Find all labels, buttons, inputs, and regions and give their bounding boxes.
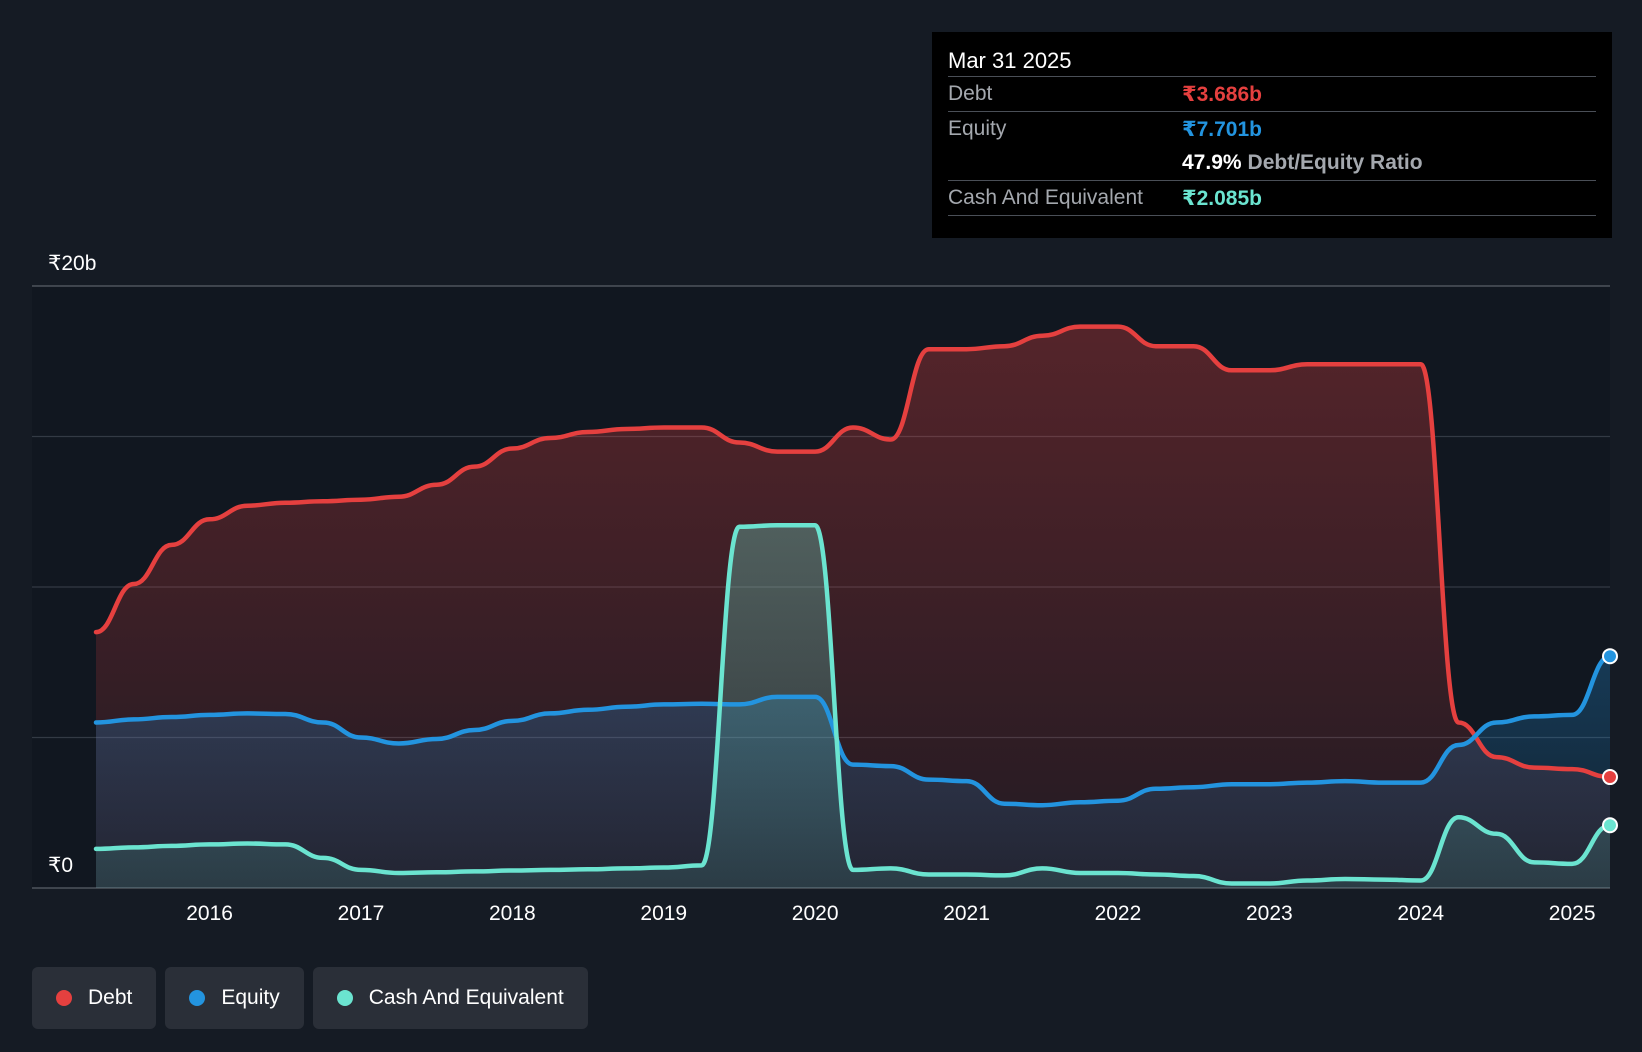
x-tick-label: 2018: [489, 902, 536, 925]
legend: Debt Equity Cash And Equivalent: [32, 967, 588, 1029]
tooltip-panel: Mar 31 2025 Debt ₹3.686b Equity ₹7.701b …: [932, 32, 1612, 238]
debt-line: [93, 324, 1613, 780]
tooltip-cash-label: Cash And Equivalent: [948, 186, 1143, 209]
tooltip-cash-row: Cash And Equivalent ₹2.085b: [948, 180, 1596, 216]
tooltip-debt-row: Debt ₹3.686b: [948, 76, 1596, 111]
legend-item-cash[interactable]: Cash And Equivalent: [312, 967, 588, 1029]
equity-end-marker: [1602, 648, 1618, 665]
cash-line: [93, 523, 1613, 886]
legend-item-equity[interactable]: Equity: [165, 967, 304, 1029]
x-tick-label: 2025: [1549, 902, 1596, 925]
x-tick-label: 2020: [792, 902, 839, 925]
x-tick-label: 2016: [186, 902, 233, 925]
tooltip-date: Mar 31 2025: [948, 48, 1072, 73]
y-tick-label-zero: ₹0: [48, 854, 73, 877]
equity-line: [93, 653, 1613, 808]
y-tick-label-max: ₹20b: [48, 252, 96, 275]
legend-label-equity: Equity: [221, 986, 280, 1009]
equity-area: [96, 656, 1610, 888]
cash-dot-icon: [336, 990, 353, 1006]
tooltip-debt-value: ₹3.686b: [1182, 82, 1262, 106]
series-lines: [93, 324, 1613, 886]
legend-label-cash: Cash And Equivalent: [368, 986, 564, 1009]
cash-end-marker: [1602, 817, 1618, 834]
x-tick-label: 2024: [1397, 902, 1444, 925]
tooltip-ratio-label: Debt/Equity Ratio: [1247, 151, 1423, 174]
x-tick-label: 2021: [943, 902, 990, 925]
tooltip-debt-label: Debt: [948, 82, 993, 105]
tooltip-equity-row: Equity ₹7.701b: [948, 111, 1596, 146]
debt-end-marker: [1602, 769, 1618, 786]
tooltip-cash-value: ₹2.085b: [1182, 186, 1262, 210]
legend-item-debt[interactable]: Debt: [32, 967, 157, 1029]
x-tick-label: 2023: [1246, 902, 1293, 925]
x-tick-label: 2022: [1095, 902, 1142, 925]
x-tick-label: 2017: [338, 902, 385, 925]
axis-labels: ₹20b ₹0 2016 2017 2018 2019 2020 2021 2022 2023 20…: [48, 252, 1596, 925]
equity-dot-icon: [189, 990, 206, 1006]
cash-area: [96, 525, 1610, 888]
debt-dot-icon: [56, 990, 72, 1006]
legend-label-debt: Debt: [88, 986, 133, 1009]
x-tick-label: 2019: [640, 902, 687, 925]
end-markers: [1602, 648, 1618, 834]
tooltip-equity-value: ₹7.701b: [1182, 117, 1262, 141]
tooltip-equity-label: Equity: [948, 117, 1007, 140]
tooltip-ratio-value: 47.9%: [1182, 151, 1242, 174]
tooltip-ratio-row: 47.9% Debt/Equity Ratio: [948, 146, 1596, 180]
